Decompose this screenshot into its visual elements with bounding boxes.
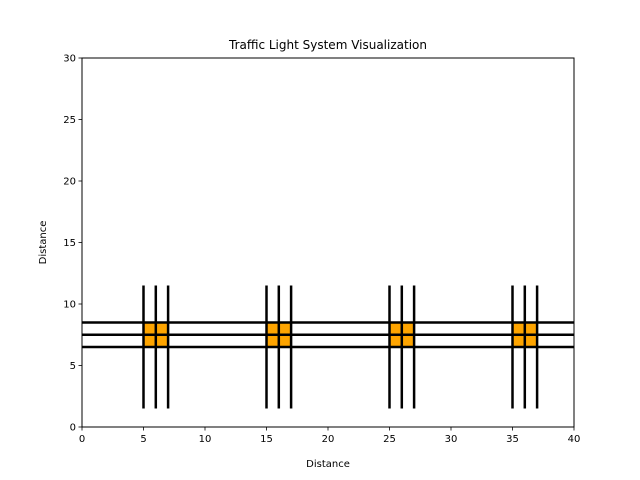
x-axis-label: Distance <box>306 459 350 470</box>
x-tick-label: 25 <box>383 434 396 445</box>
x-tick-label: 10 <box>199 434 212 445</box>
y-axis-label: Distance <box>38 221 49 265</box>
y-tick-label: 25 <box>63 115 76 126</box>
x-tick-label: 5 <box>140 434 146 445</box>
x-tick-label: 30 <box>445 434 458 445</box>
y-tick-label: 20 <box>63 177 76 188</box>
y-tick-label: 0 <box>70 423 76 434</box>
x-tick-label: 15 <box>260 434 273 445</box>
x-tick-label: 40 <box>568 434 581 445</box>
y-tick-label: 15 <box>63 238 76 249</box>
x-tick-label: 20 <box>322 434 335 445</box>
y-tick-label: 30 <box>63 54 76 65</box>
y-tick-label: 5 <box>70 361 76 372</box>
plot-area <box>82 285 574 409</box>
y-axis: 0 5 10 15 20 25 30 <box>63 54 82 434</box>
y-tick-label: 10 <box>63 300 76 311</box>
chart-title: Traffic Light System Visualization <box>228 38 427 52</box>
x-tick-label: 0 <box>79 434 85 445</box>
x-axis: 0 5 10 15 20 25 30 35 40 <box>79 427 581 445</box>
x-tick-label: 35 <box>506 434 519 445</box>
